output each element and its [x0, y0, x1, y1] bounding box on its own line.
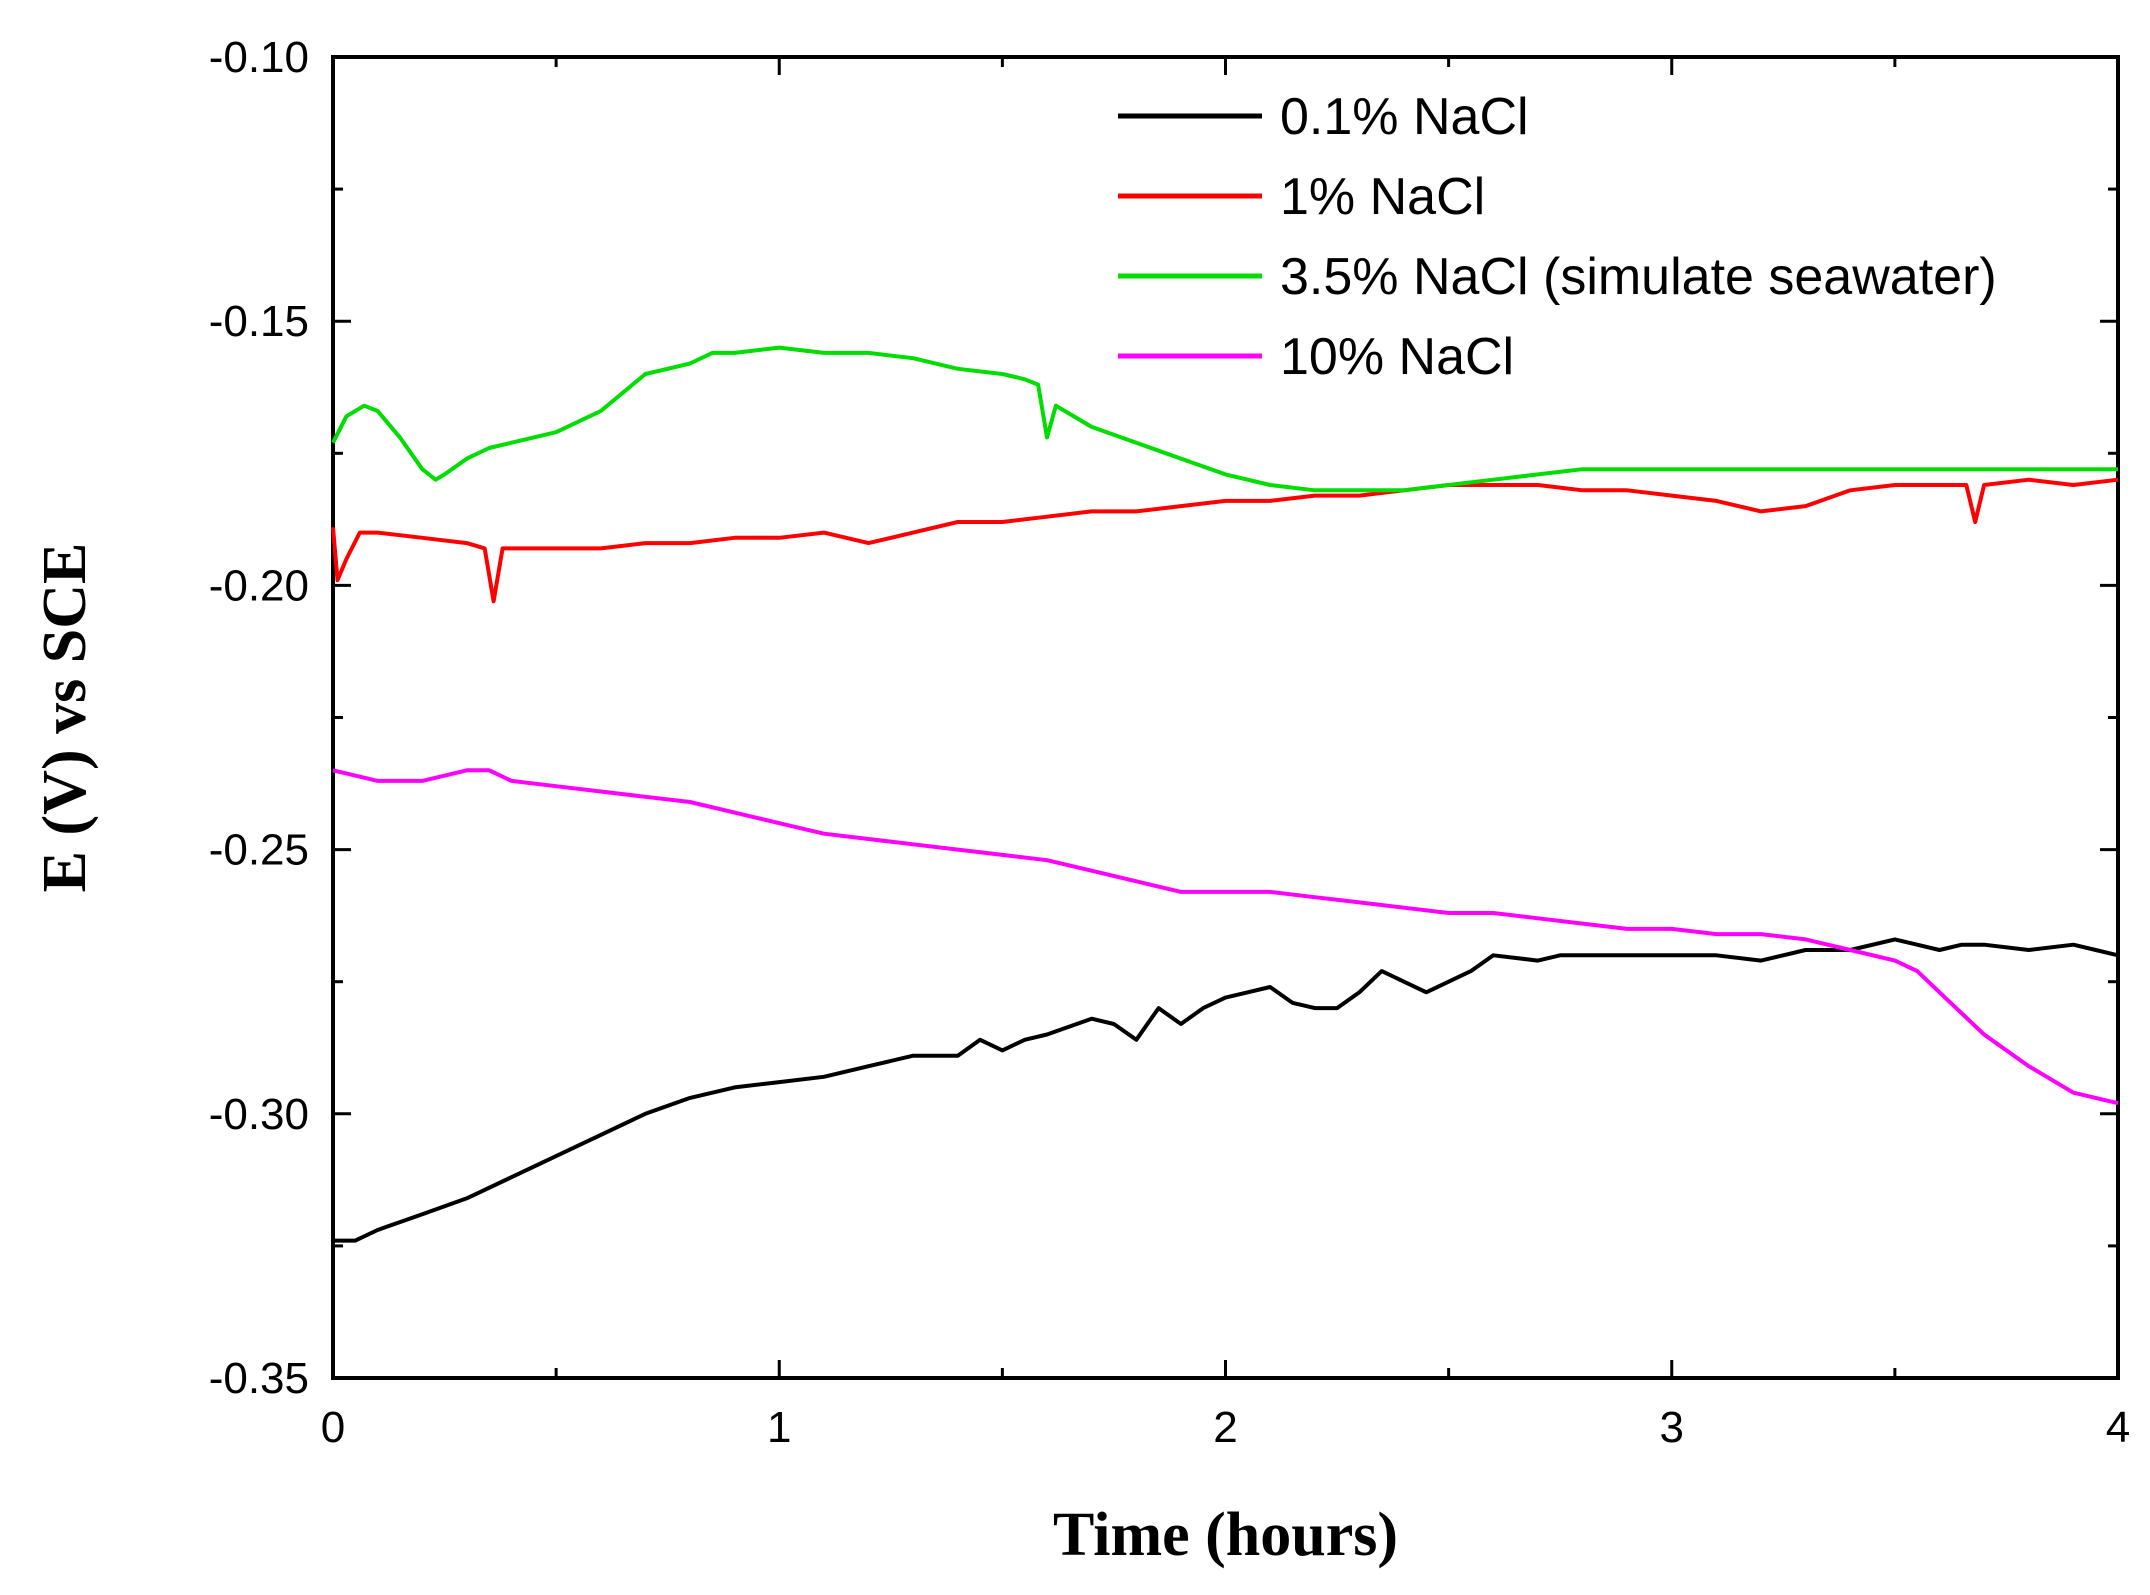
axis-ticks: 0 1 2 3 4 -0.10 -0.15 -0.20 -0.25 -0.30 -0.35 [209, 33, 2131, 1452]
y-tick-label: -0.20 [209, 561, 309, 610]
y-tick-label: -0.25 [209, 826, 309, 875]
legend-label-3: 3.5% NaCl (simulate seawater) [1280, 248, 1997, 306]
series-line-1 [333, 937, 2119, 1243]
series-line-2 [331, 477, 2119, 604]
legend-label-1: 0.1% NaCl [1280, 88, 1529, 146]
series-line-4 [332, 768, 2119, 1106]
y-axis-title: E (V) vs SCE [31, 543, 99, 893]
legend-label-4: 10% NaCl [1280, 328, 1514, 386]
x-axis-title: Time (hours) [1053, 1501, 1398, 1569]
legend-label-2: 1% NaCl [1280, 168, 1485, 226]
x-tick-label: 2 [1213, 1403, 1237, 1452]
y-tick-label: -0.15 [209, 297, 309, 346]
series-layer [331, 345, 2119, 1243]
x-tick-label: 0 [321, 1403, 345, 1452]
x-tick-label: 4 [2106, 1403, 2130, 1452]
x-tick-label: 1 [767, 1403, 791, 1452]
y-tick-label: -0.30 [209, 1090, 309, 1139]
y-tick-label: -0.35 [209, 1354, 309, 1403]
legend: 0.1% NaCl 1% NaCl 3.5% NaCl (simulate seaw… [1118, 88, 1997, 386]
y-tick-label: -0.10 [209, 33, 309, 82]
x-tick-label: 3 [1660, 1403, 1684, 1452]
series-line-3 [331, 345, 2118, 493]
